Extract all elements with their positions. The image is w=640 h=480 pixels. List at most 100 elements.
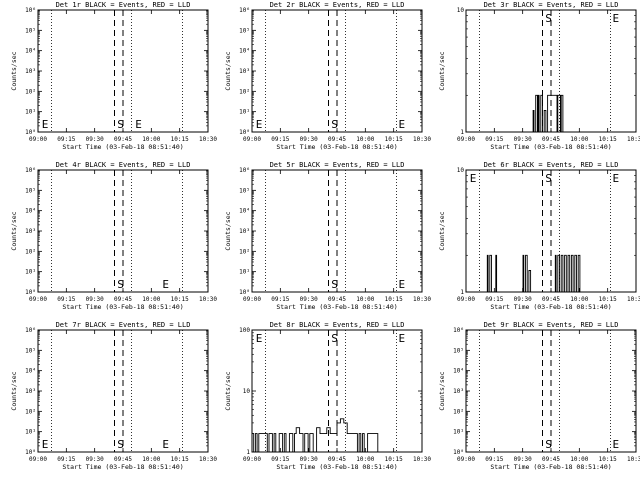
x-tick-label: 10:00 [142,296,160,303]
x-tick-label: 10:30 [199,136,217,143]
y-tick-label: 10⁶ [25,7,36,14]
y-tick-label: 10⁰ [239,129,250,136]
x-axis-label: Start Time (03-Feb-18 08:51:40) [490,303,611,311]
series-line-events [532,94,568,133]
y-tick-label: 1 [246,449,250,456]
x-tick-label: 10:15 [599,296,617,303]
panel-title: Det 1r BLACK = Events, RED = LLD [56,1,191,9]
y-tick-label: 1 [460,129,464,136]
x-tick-label: 09:30 [300,456,318,463]
end-marker-left: E [256,332,263,345]
y-tick-label: 10⁴ [453,368,464,375]
x-tick-label: 10:30 [413,136,431,143]
end-marker-right: E [399,332,406,345]
x-tick-label: 09:30 [300,136,318,143]
chart-panel-8: Det 8r BLACK = Events, RED = LLD 1 10 100 09… [224,321,431,471]
series-line-events [252,418,382,453]
x-tick-label: 10:15 [171,296,189,303]
start-marker: S [117,118,124,131]
y-tick-label: 10 [243,388,251,395]
y-tick-label: 10⁴ [25,208,36,215]
x-tick-label: 09:15 [271,296,289,303]
x-tick-label: 10:30 [199,456,217,463]
x-axis-label: Start Time (03-Feb-18 08:51:40) [62,463,183,471]
x-tick-label: 09:45 [328,296,346,303]
y-axis-label: Counts/sec [10,371,18,410]
end-marker-right: E [613,438,620,451]
y-tick-label: 10⁵ [25,347,36,354]
x-tick-label: 09:30 [86,296,104,303]
x-tick-label: 09:00 [243,456,261,463]
x-tick-label: 09:15 [485,296,503,303]
y-tick-label: 10⁵ [25,27,36,34]
x-axis-label: Start Time (03-Feb-18 08:51:40) [490,143,611,151]
end-marker-left: E [470,172,477,185]
y-tick-label: 10² [25,408,36,415]
x-tick-label: 09:45 [542,456,560,463]
end-marker-right: E [613,172,620,185]
x-tick-label: 10:00 [142,456,160,463]
x-tick-label: 09:30 [300,296,318,303]
panel-title: Det 6r BLACK = Events, RED = LLD [484,161,619,169]
y-tick-label: 10⁰ [453,449,464,456]
y-tick-label: 10¹ [453,429,464,436]
x-tick-label: 10:30 [413,296,431,303]
y-axis-label: Counts/sec [224,371,232,410]
panel-title: Det 9r BLACK = Events, RED = LLD [484,321,619,329]
x-tick-label: 10:15 [599,456,617,463]
y-tick-label: 10⁵ [239,187,250,194]
x-axis-label: Start Time (03-Feb-18 08:51:40) [276,143,397,151]
x-axis-label: Start Time (03-Feb-18 08:51:40) [490,463,611,471]
y-axis-label: Counts/sec [224,211,232,250]
y-tick-label: 10² [25,88,36,95]
y-tick-label: 10⁶ [239,167,250,174]
x-tick-label: 10:00 [356,296,374,303]
y-tick-label: 10 [457,7,465,14]
x-tick-label: 09:30 [514,456,532,463]
y-tick-label: 10⁶ [25,327,36,334]
y-tick-label: 10² [239,248,250,255]
panel-title: Det 3r BLACK = Events, RED = LLD [484,1,619,9]
end-marker-right: E [162,278,169,291]
chart-panel-5: Det 5r BLACK = Events, RED = LLD 10⁰ 10¹ 10… [224,161,431,311]
x-tick-label: 10:00 [570,136,588,143]
y-tick-label: 10⁰ [25,449,36,456]
y-axis-label: Counts/sec [10,211,18,250]
y-tick-label: 10³ [25,388,36,395]
x-tick-label: 09:15 [271,136,289,143]
x-tick-label: 09:15 [57,136,75,143]
y-axis-label: Counts/sec [438,371,446,410]
y-axis-label: Counts/sec [438,211,446,250]
y-tick-label: 10¹ [239,109,250,116]
chart-panel-1: Det 1r BLACK = Events, RED = LLD 10⁰ 10¹ 10… [10,1,217,151]
x-tick-label: 10:00 [356,136,374,143]
x-tick-label: 09:30 [86,136,104,143]
chart-panel-6: Det 6r BLACK = Events, RED = LLD 1 10 09:00… [438,161,640,311]
x-tick-label: 09:45 [114,296,132,303]
y-tick-label: 10⁶ [25,167,36,174]
x-axis-label: Start Time (03-Feb-18 08:51:40) [276,303,397,311]
x-tick-label: 10:30 [199,296,217,303]
x-tick-label: 10:15 [599,136,617,143]
panel-title: Det 2r BLACK = Events, RED = LLD [270,1,405,9]
y-tick-label: 10³ [25,228,36,235]
y-tick-label: 10⁶ [453,327,464,334]
x-tick-label: 09:00 [29,136,47,143]
x-axis-label: Start Time (03-Feb-18 08:51:40) [276,463,397,471]
end-marker-left: E [42,118,49,131]
x-tick-label: 09:45 [114,456,132,463]
y-axis-label: Counts/sec [10,51,18,90]
x-tick-label: 09:30 [86,456,104,463]
y-tick-label: 10² [25,248,36,255]
chart-panel-3: Det 3r BLACK = Events, RED = LLD 1 10 09:00… [438,1,640,151]
x-tick-label: 10:15 [385,296,403,303]
y-tick-label: 10¹ [239,269,250,276]
y-tick-label: 10⁴ [239,48,250,55]
x-tick-label: 09:30 [514,296,532,303]
x-tick-label: 09:00 [29,456,47,463]
y-tick-label: 10⁴ [239,208,250,215]
y-tick-label: 10³ [239,68,250,75]
end-marker-right: E [135,118,142,131]
y-tick-label: 10⁰ [25,289,36,296]
